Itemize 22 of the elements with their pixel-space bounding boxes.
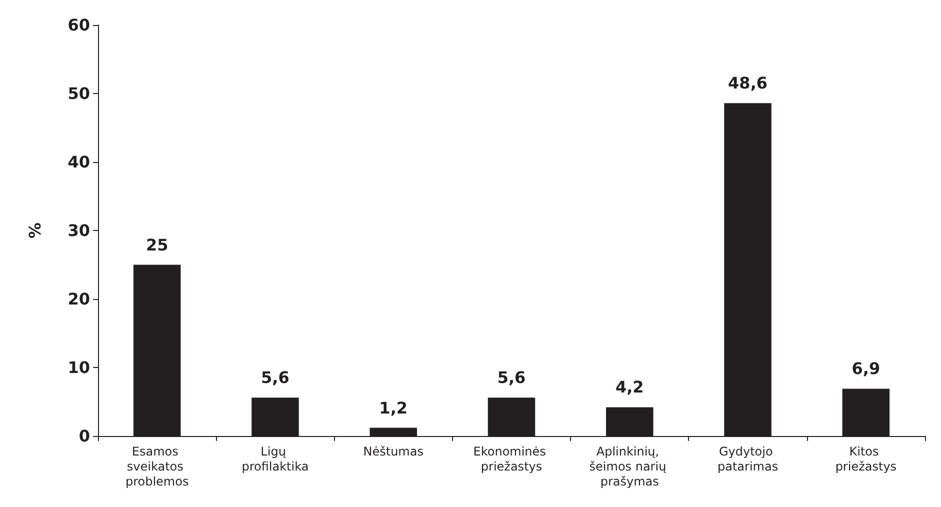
x-tick-label: Esamos sveikatos problemos xyxy=(125,444,189,488)
data-label: 5,6 xyxy=(261,368,290,388)
x-tick-label: Ligų profilaktika xyxy=(242,444,309,474)
x-tick-label: Nėštumas xyxy=(363,444,424,458)
y-tick-label: 40 xyxy=(68,152,90,172)
data-label: 1,2 xyxy=(379,398,408,418)
y-tick-label: 30 xyxy=(68,221,90,240)
data-label: 4,2 xyxy=(615,378,644,397)
data-label: 6,9 xyxy=(852,359,880,378)
y-tick-label: 0 xyxy=(78,426,90,446)
data-label: 5,6 xyxy=(497,368,526,388)
x-tick-label: Kitos priežastys xyxy=(835,444,897,474)
y-tick-label: 10 xyxy=(68,358,90,377)
x-tick-label: Gydytojo patarimas xyxy=(717,444,778,474)
y-tick-label: 60 xyxy=(68,16,90,34)
x-tick-label: Aplinkinių, šeimos narių prašymas xyxy=(589,444,670,488)
data-label: 48,6 xyxy=(728,74,768,93)
x-tick-label: Ekonominės priežastys xyxy=(473,444,550,474)
data-label: 25 xyxy=(146,235,168,254)
y-tick-label: 20 xyxy=(68,290,90,308)
y-axis-title: % xyxy=(26,222,44,239)
y-tick-label: 50 xyxy=(68,84,90,103)
